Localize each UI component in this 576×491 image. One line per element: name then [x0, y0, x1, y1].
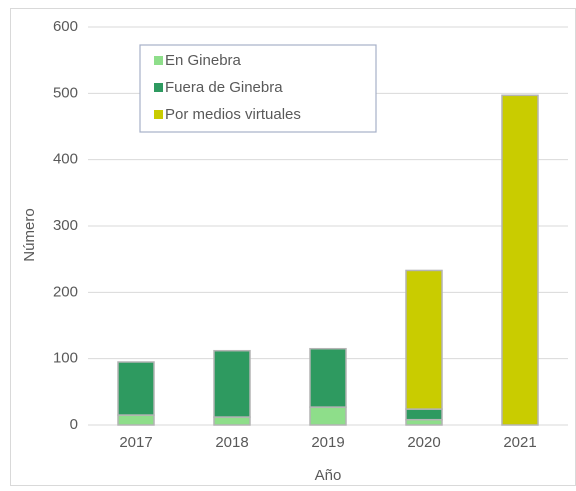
x-tick-label: 2018	[215, 434, 248, 451]
y-tick-label: 0	[70, 416, 78, 433]
bar-segment	[309, 406, 347, 426]
bar-segment	[405, 269, 443, 410]
y-tick-label: 500	[53, 84, 78, 101]
legend-swatch	[154, 83, 163, 92]
bar-segment	[117, 361, 155, 416]
bar-segment	[501, 94, 539, 426]
y-tick-label: 600	[53, 18, 78, 35]
y-tick-label: 400	[53, 151, 78, 168]
x-tick-label: 2021	[503, 434, 536, 451]
y-tick-label: 300	[53, 217, 78, 234]
x-tick-label: 2017	[119, 434, 152, 451]
y-tick-label: 200	[53, 283, 78, 300]
bar-segment	[405, 408, 443, 421]
legend-label: Por medios virtuales	[165, 106, 301, 123]
x-axis-label: Año	[315, 467, 342, 484]
legend-swatch	[154, 110, 163, 119]
x-tick-label: 2020	[407, 434, 440, 451]
legend-label: En Ginebra	[165, 52, 242, 69]
bar-segment	[117, 414, 155, 426]
legend-label: Fuera de Ginebra	[165, 79, 283, 96]
y-tick-label: 100	[53, 350, 78, 367]
legend-swatch	[154, 56, 163, 65]
bar-segment	[309, 347, 347, 408]
x-tick-label: 2019	[311, 434, 344, 451]
y-axis-label: Número	[21, 208, 38, 261]
bar-segment	[213, 416, 251, 426]
legend-box	[139, 44, 377, 133]
bar-segment	[405, 418, 443, 426]
bar-segment	[213, 349, 251, 418]
